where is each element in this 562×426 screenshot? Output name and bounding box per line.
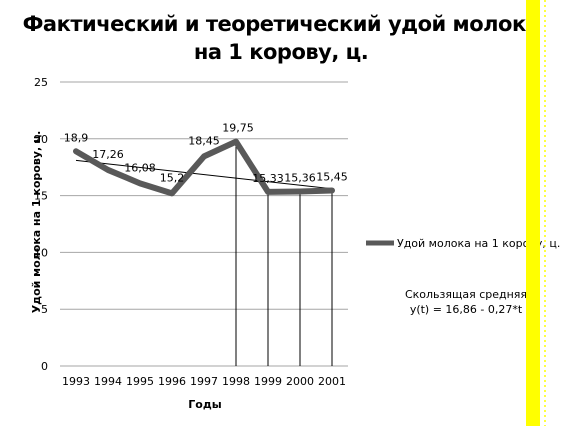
legend-series-label: Удой молока на 1 корову, ц. [397,237,560,250]
data-label-1995: 16,08 [124,161,156,174]
series-point-2001 [331,189,333,191]
series-point-1994 [107,169,109,171]
data-label-1999: 15,33 [252,172,284,185]
x-tick-1999: 1999 [254,375,282,388]
data-label-1993: 18,9 [64,131,89,144]
legend-trend-line-1: Скользящая средняя [405,288,527,301]
trendline [75,159,333,190]
series-point-1997 [203,155,205,157]
y-tick-0: 0 [41,360,48,373]
x-tick-1998: 1998 [222,375,250,388]
data-label-1997: 18,45 [188,134,220,147]
y-tick-5: 5 [41,303,48,316]
x-tick-1996: 1996 [158,375,186,388]
y-tick-15: 15 [34,190,48,203]
x-axis-title: Годы [188,398,221,411]
y-tick-25: 25 [34,76,48,89]
x-tick-labels: 1993 1994 1995 1996 1997 1998 1999 2000 2001 [62,375,346,388]
x-tick-2000: 2000 [286,375,314,388]
x-tick-1994: 1994 [94,375,122,388]
yellow-stripe [526,0,540,426]
data-label-2001: 15,45 [316,170,348,183]
legend-trend-line-2: y(t) = 16,86 - 0,27*t [410,303,523,316]
series-point-1998 [235,141,237,143]
x-tick-2001: 2001 [318,375,346,388]
series-point-1996 [171,192,173,194]
y-tick-20: 20 [34,133,48,146]
x-tick-1997: 1997 [190,375,218,388]
series-point-1999 [267,191,269,193]
drop-lines [235,141,333,366]
chart-title-line-2: на 1 корову, ц. [193,40,369,64]
x-tick-1993: 1993 [62,375,90,388]
gridlines [60,81,348,367]
series-point-2000 [299,191,301,193]
legend: Удой молока на 1 корову, ц. Скользящая с… [366,237,560,316]
data-label-1996: 15,2 [160,171,185,184]
data-label-1998: 19,75 [222,122,254,135]
y-axis-title: Удой молока на 1 корову, ц. [30,131,43,314]
trendline-group [75,159,333,190]
data-label-1994: 17,26 [92,148,124,161]
x-tick-1995: 1995 [126,375,154,388]
data-label-2000: 15,36 [284,172,316,185]
y-tick-labels: 0 5 10 15 20 25 [34,76,48,373]
series-group [73,138,335,197]
chart-title-line-1: Фактический и теоретический удой молока [22,12,540,36]
y-tick-10: 10 [34,246,48,259]
series-point-1995 [139,182,141,184]
series-point-1993 [75,150,77,152]
